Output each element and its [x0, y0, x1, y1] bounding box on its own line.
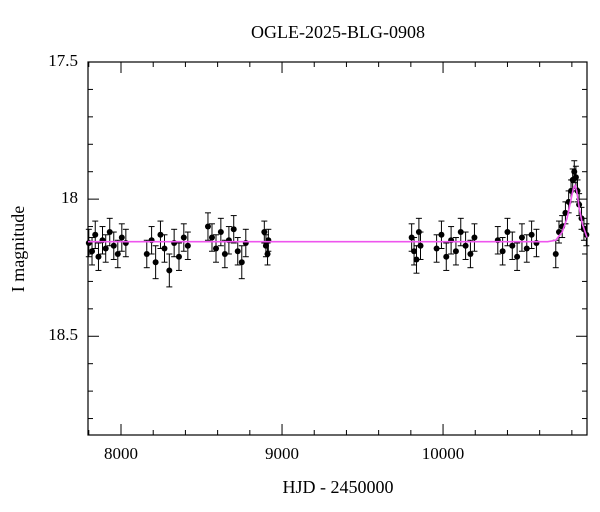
data-point [208, 234, 215, 241]
data-point [514, 253, 521, 260]
data-point [143, 250, 150, 257]
data-point [114, 250, 121, 257]
data-point [213, 245, 220, 252]
data-point [238, 259, 245, 266]
data-point [175, 253, 182, 260]
data-point [217, 229, 224, 236]
data-point [180, 234, 187, 241]
data-point [452, 248, 459, 255]
data-point [234, 248, 241, 255]
data-point [411, 248, 418, 255]
data-point [102, 245, 109, 252]
data-point [467, 250, 474, 257]
data-point [471, 234, 478, 241]
y-tick-label: 18.5 [48, 325, 78, 344]
data-point [499, 248, 506, 255]
data-point [106, 229, 113, 236]
data-point [95, 253, 102, 260]
data-point [462, 242, 469, 249]
y-tick-label: 17.5 [48, 51, 78, 70]
x-tick-label: 10000 [422, 444, 465, 463]
x-tick-label: 9000 [265, 444, 299, 463]
data-point [152, 259, 159, 266]
data-point [457, 229, 464, 236]
data-point [118, 234, 125, 241]
data-point [443, 253, 450, 260]
data-point [92, 231, 99, 238]
x-axis-title: HJD - 2450000 [283, 477, 394, 497]
data-point [89, 248, 96, 255]
data-point [204, 223, 211, 230]
x-tick-label: 8000 [104, 444, 138, 463]
model-curve [88, 183, 588, 243]
data-point [417, 242, 424, 249]
y-axis-title: I magnitude [8, 206, 28, 292]
data-point [413, 256, 420, 263]
data-point [552, 250, 559, 257]
data-point [504, 229, 511, 236]
data-point [261, 229, 268, 236]
data-point [230, 226, 237, 233]
data-point [509, 242, 516, 249]
data-point [528, 231, 535, 238]
data-point [184, 242, 191, 249]
chart-title: OGLE-2025-BLG-0908 [251, 22, 425, 42]
y-tick-label: 18 [61, 188, 78, 207]
data-point [562, 209, 569, 216]
data-point [433, 245, 440, 252]
data-point [518, 234, 525, 241]
data-point [221, 250, 228, 257]
data-point [572, 174, 579, 181]
data-point [166, 267, 173, 274]
data-point [110, 242, 117, 249]
data-point [157, 231, 164, 238]
plot-frame [87, 61, 588, 436]
data-point [523, 245, 530, 252]
data-point [161, 245, 168, 252]
data-point [438, 231, 445, 238]
data-point [264, 250, 271, 257]
